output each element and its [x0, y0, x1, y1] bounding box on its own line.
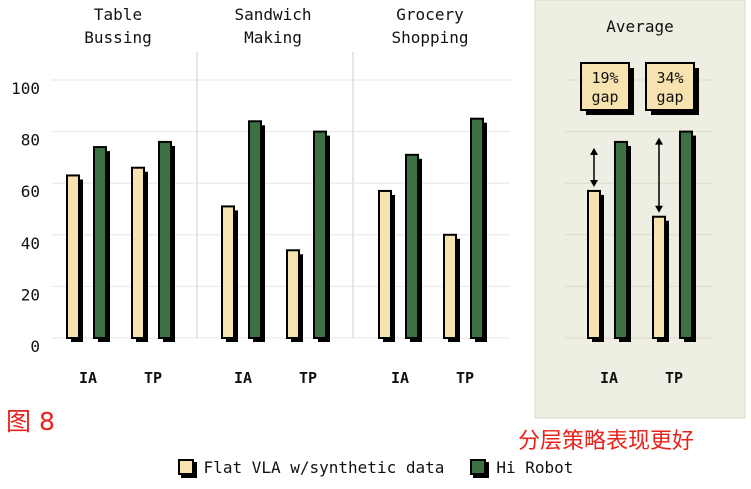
x-tick-labels: IA TP IA TP IA TP IA TP [79, 369, 683, 387]
bar [405, 153, 419, 339]
bar [66, 174, 80, 339]
panel-title: Making [244, 28, 302, 47]
bar [679, 130, 693, 339]
bars [66, 117, 696, 342]
y-tick-label: 20 [21, 285, 40, 304]
x-tick-label: TP [456, 369, 474, 387]
panel-title: Bussing [84, 28, 151, 47]
legend-swatch-hi-robot [470, 459, 487, 475]
x-tick-label: TP [665, 369, 683, 387]
bar [313, 130, 327, 339]
bar [93, 146, 107, 339]
gap-arrowhead-up [590, 147, 598, 155]
bar [614, 140, 628, 339]
x-tick-label: IA [600, 369, 618, 387]
bar [158, 140, 172, 339]
legend-label-hi-robot: Hi Robot [496, 457, 574, 477]
x-tick-label: IA [391, 369, 409, 387]
y-tick-label: 80 [21, 131, 40, 150]
panel-title: Shopping [391, 28, 468, 47]
y-tick-label: 100 [11, 79, 40, 98]
panel-title: Sandwich [234, 5, 311, 24]
gap-arrowhead-down [655, 205, 663, 213]
gap-label: gap [591, 88, 618, 106]
y-axis: 0 20 40 60 80 100 [11, 79, 40, 356]
bar [131, 166, 145, 339]
y-tick-label: 60 [21, 182, 40, 201]
bar [286, 249, 300, 339]
bar [443, 233, 457, 339]
gap-arrowhead-up [655, 137, 663, 145]
x-tick-label: TP [144, 369, 162, 387]
bar [221, 205, 235, 339]
panel-title: Average [606, 17, 673, 36]
bar [248, 120, 262, 339]
bar [378, 189, 392, 339]
legend-label-flat-vla: Flat VLA w/synthetic data [203, 457, 445, 477]
figure-label: 图 8 [6, 407, 55, 436]
panel-dividers [196, 52, 354, 338]
gap-label: 34% [656, 69, 683, 87]
gap-box [645, 62, 695, 111]
annotation-note: 分层策略表现更好 [518, 429, 695, 454]
y-tick-label: 0 [30, 337, 40, 356]
panel-title: Grocery [396, 5, 464, 24]
y-tick-label: 40 [21, 234, 40, 253]
x-tick-label: TP [299, 369, 317, 387]
gap-box [580, 62, 630, 111]
bar [652, 215, 666, 340]
gap-arrowhead-down [590, 179, 598, 187]
x-tick-label: IA [79, 369, 97, 387]
bar [587, 189, 601, 339]
legend-swatch-flat-vla [177, 459, 194, 475]
bar [470, 117, 484, 339]
panel-title: Table [94, 5, 142, 24]
legend-item-flat-vla: Flat VLA w/synthetic data [177, 457, 445, 477]
gap-label: gap [656, 88, 683, 106]
gap-label: 19% [591, 69, 618, 87]
legend-item-hi-robot: Hi Robot [470, 458, 573, 477]
x-tick-label: IA [234, 369, 252, 387]
panel-titles: Table Bussing Sandwich Making Grocery Shoppin… [84, 5, 673, 47]
average-panel-background [534, 0, 746, 419]
legend: Flat VLA w/synthetic data Hi Robot [0, 454, 751, 480]
